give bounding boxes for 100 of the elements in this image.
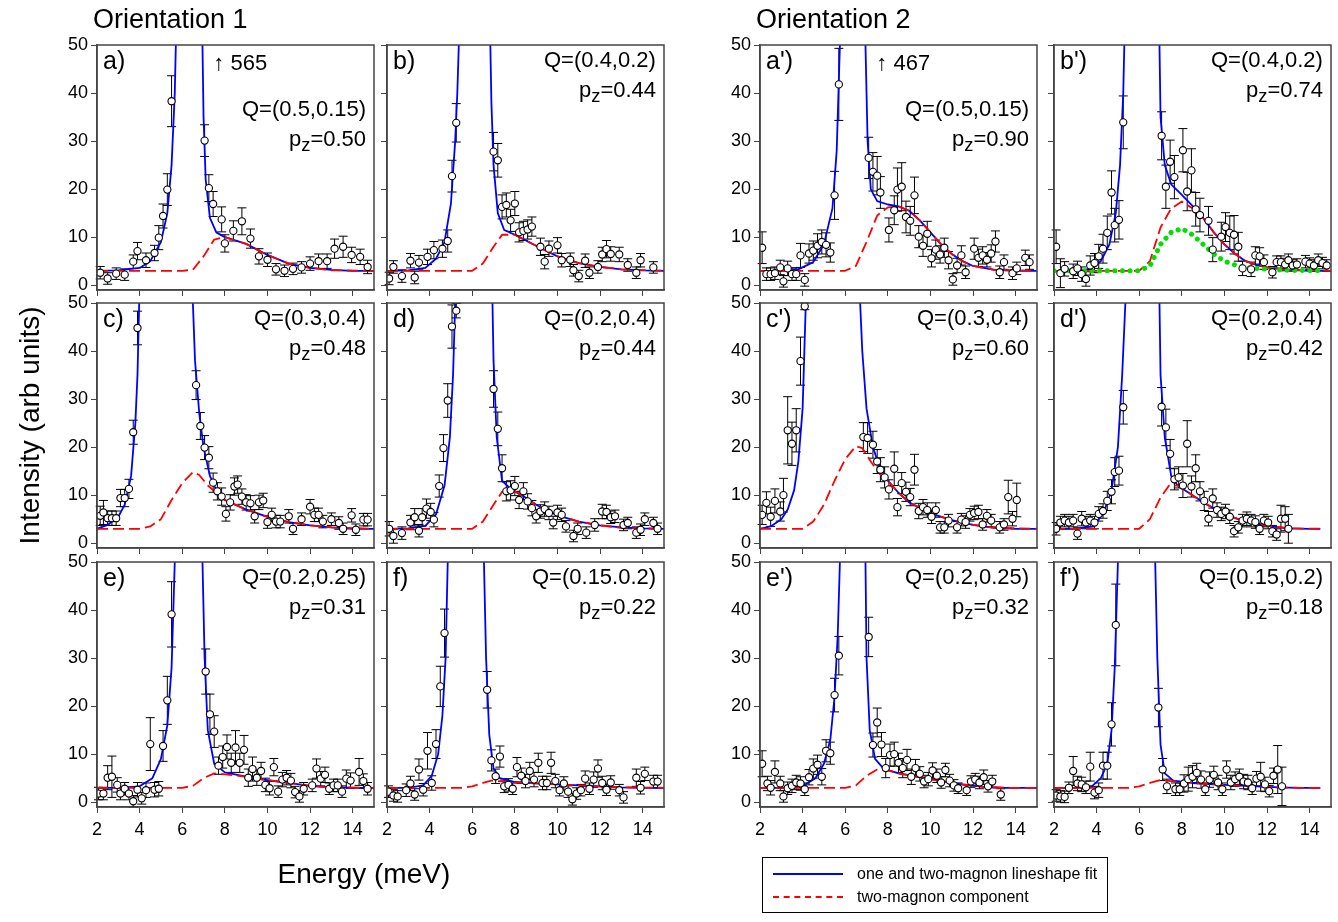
point [426,507,435,517]
point [906,492,915,502]
point [779,491,788,500]
point [205,710,215,719]
point [201,667,210,676]
point [1269,771,1278,780]
point [544,244,554,253]
annotation: d') [1060,304,1088,333]
point [1234,242,1243,251]
point [210,727,219,736]
point [1107,188,1116,197]
point [1204,216,1213,225]
x-tick-label: 14 [342,818,363,839]
y-tick-label: 30 [67,388,88,409]
point [191,381,201,390]
point [124,484,134,494]
point [1103,496,1112,506]
annotation: p$_{z}$=0.22 [579,594,657,624]
point [1281,514,1290,523]
annotation: Q=(0.5,0.15) [905,96,1030,122]
annotation: ↑ 565 [213,50,268,76]
point [602,245,611,254]
point [163,696,172,705]
x-tick-label: 2 [91,818,103,839]
x-tick-label: 12 [963,818,984,839]
point [1107,487,1116,496]
point [1165,449,1175,458]
point [897,479,906,488]
annotation: p$_{z}$=0.50 [289,126,367,156]
y-tick-label: 40 [67,599,88,620]
point [1187,166,1196,175]
point [1119,403,1128,412]
point [226,498,235,507]
point [1195,487,1205,496]
point [1205,775,1214,784]
point [483,685,492,694]
line-series [760,445,1037,530]
point [536,242,545,251]
chart-title: Orientation 2 [756,4,911,35]
x-tick-label: 6 [467,818,478,839]
y-tick-label: 30 [67,647,88,668]
point [1154,703,1163,712]
point [133,323,142,333]
point [923,229,932,238]
point [438,244,447,253]
point [1090,258,1099,268]
point [200,443,209,452]
point [1161,423,1171,432]
point [431,739,441,749]
point [1165,157,1175,166]
x-tick-label: 4 [424,818,435,839]
y-tick-label: 0 [740,791,751,812]
y-tick-label: 50 [730,550,751,571]
point [120,493,129,503]
chart-title: Orientation 1 [93,4,248,35]
annotation: p$_{z}$=0.44 [579,335,657,365]
point [792,426,801,435]
point [510,481,519,491]
point [830,191,839,200]
point [1195,210,1205,220]
point [312,764,321,773]
y-tick-label: 10 [730,484,751,505]
point [158,211,168,221]
point [423,252,432,261]
point [443,236,452,246]
annotation: Q=(0.2,0.4) [544,305,656,331]
x-tick-label: 12 [300,818,321,839]
point [200,136,209,145]
y-tick-label: 30 [730,130,751,151]
point [1256,772,1265,781]
y-tick-label: 0 [77,532,88,553]
point [1196,775,1206,784]
x-axis-title: Energy (meV) [277,858,451,890]
point [1277,782,1287,791]
point [527,503,537,513]
point [447,322,457,331]
x-tick-label: 8 [509,818,520,839]
y-tick-label: 50 [67,33,88,54]
point [910,465,919,474]
point [534,758,543,767]
annotation: p$_{z}$=0.42 [1246,335,1324,365]
point [514,495,524,505]
y-tick-label: 10 [730,226,751,247]
y-tick-label: 20 [67,178,88,199]
point [150,248,159,258]
point [237,217,247,226]
point [1161,182,1171,191]
point [510,199,519,208]
point [884,225,894,235]
point [252,773,261,782]
x-tick-label: 2 [381,818,393,839]
x-tick-label: 4 [1091,818,1102,839]
y-tick-label: 0 [740,532,751,553]
point [220,239,229,248]
point [418,513,427,522]
point [527,222,537,231]
point [1255,252,1264,261]
point [452,118,461,127]
y-tick-label: 40 [730,599,751,620]
annotation: Q=(0.3,0.4) [254,305,366,331]
